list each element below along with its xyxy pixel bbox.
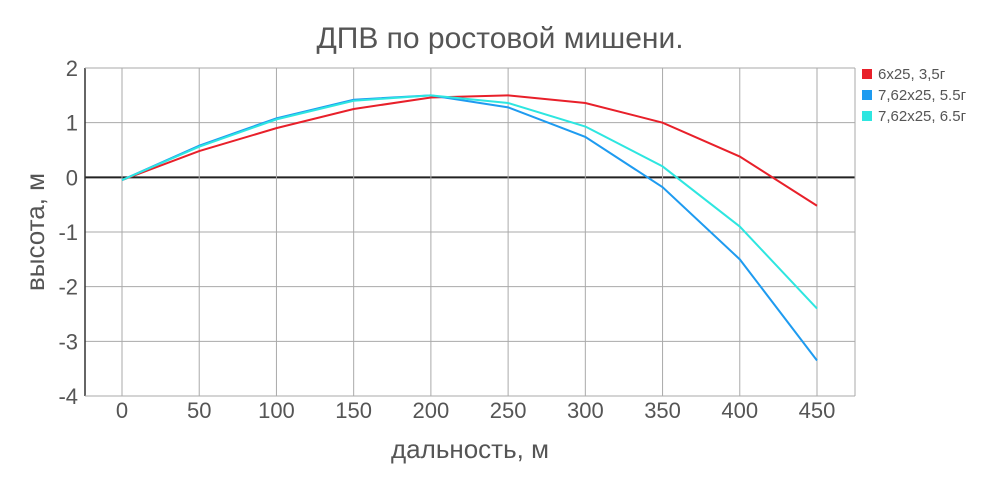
x-tick-label: 300 bbox=[567, 398, 604, 423]
legend-swatch bbox=[862, 69, 872, 79]
tick-labels: 2 1 0 -1 -2 -3 -4 0 50 100 150 200 250 300 350 400 450 bbox=[58, 56, 835, 423]
x-tick-label: 450 bbox=[799, 398, 836, 423]
x-tick-label: 200 bbox=[413, 398, 450, 423]
legend-swatch bbox=[862, 90, 872, 100]
legend-label: 6х25, 3,5г bbox=[878, 66, 946, 83]
series-lines bbox=[121, 94, 818, 362]
series-line-3 bbox=[121, 94, 818, 310]
x-tick-label: 0 bbox=[116, 398, 128, 423]
legend-swatch bbox=[862, 111, 872, 121]
legend-label: 7,62x25, 6.5г bbox=[878, 108, 967, 125]
y-tick-label: -1 bbox=[58, 220, 78, 245]
chart-title: ДПВ по ростовой мишени. bbox=[316, 22, 683, 55]
y-tick-label: -3 bbox=[58, 329, 78, 354]
legend-label: 7,62х25, 5.5г bbox=[878, 87, 967, 104]
y-tick-label: 2 bbox=[66, 56, 78, 81]
x-tick-label: 250 bbox=[490, 398, 527, 423]
series-line-1 bbox=[121, 94, 818, 207]
grid bbox=[84, 67, 856, 397]
y-tick-label: -2 bbox=[58, 275, 78, 300]
x-axis-label: дальность, м bbox=[391, 434, 549, 464]
x-tick-label: 400 bbox=[721, 398, 758, 423]
x-tick-label: 100 bbox=[258, 398, 295, 423]
y-axis-label: высота, м bbox=[20, 173, 50, 291]
y-tick-label: 1 bbox=[66, 111, 78, 136]
y-tick-label: -4 bbox=[58, 384, 78, 409]
legend: 6х25, 3,5г 7,62х25, 5.5г 7,62x25, 6.5г bbox=[862, 66, 967, 125]
x-tick-label: 350 bbox=[644, 398, 681, 423]
y-tick-label: 0 bbox=[66, 165, 78, 190]
series-line-2 bbox=[121, 94, 818, 362]
x-tick-label: 50 bbox=[187, 398, 211, 423]
x-tick-label: 150 bbox=[335, 398, 372, 423]
